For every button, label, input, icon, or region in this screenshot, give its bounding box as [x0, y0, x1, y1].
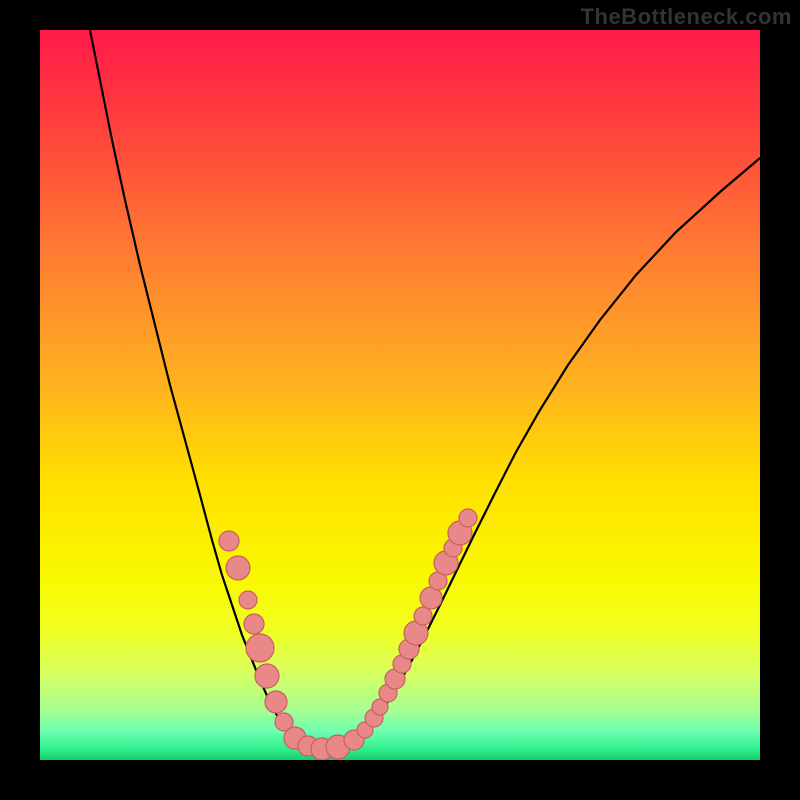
data-point — [239, 591, 257, 609]
watermark-text: TheBottleneck.com — [581, 4, 792, 30]
data-point — [244, 614, 264, 634]
data-point — [414, 607, 432, 625]
chart-container: TheBottleneck.com — [0, 0, 800, 800]
data-point — [246, 634, 274, 662]
data-point — [459, 509, 477, 527]
data-point — [265, 691, 287, 713]
data-point — [255, 664, 279, 688]
data-point — [219, 531, 239, 551]
data-point — [226, 556, 250, 580]
chart-svg — [0, 0, 800, 800]
